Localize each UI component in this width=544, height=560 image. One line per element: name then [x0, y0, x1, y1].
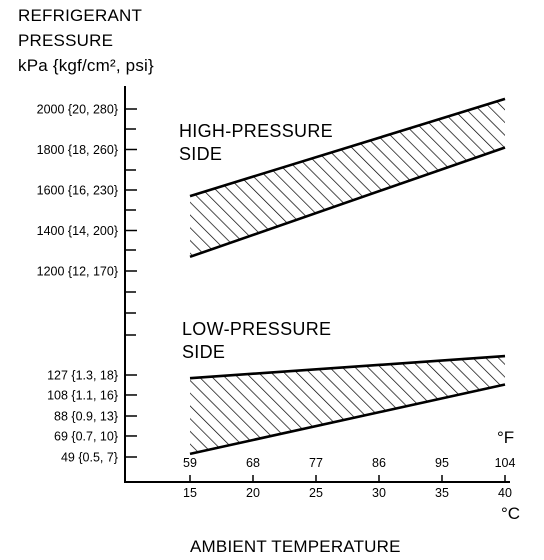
y-tick-label: 1800 {18, 260} — [37, 143, 118, 157]
x-tick-label-f: 104 — [495, 456, 516, 470]
x-tick-label-f: 86 — [372, 456, 386, 470]
high-band-upper-edge — [189, 97, 506, 198]
x-tick-label-f: 59 — [183, 456, 197, 470]
x-tick-label-c: 20 — [246, 486, 260, 500]
chart-title: REFRIGERANT PRESSURE kPa {kgf/cm², psi} — [18, 6, 154, 75]
y-tick-label: 108 {1.1, 16} — [47, 388, 118, 402]
low-pressure-band — [190, 356, 505, 454]
y-axis-ticks: 2000 {20, 280} 1800 {18, 260} 1600 {16, 23… — [37, 103, 137, 465]
celsius-unit-label: °C — [501, 504, 520, 523]
high-band-lower-edge — [189, 146, 506, 259]
title-line-2: PRESSURE — [18, 31, 113, 50]
y-tick-label: 49 {0.5, 7} — [61, 451, 118, 465]
low-band-label-line-1: LOW-PRESSURE — [182, 319, 331, 339]
x-tick-label-c: 25 — [309, 486, 323, 500]
low-band-upper-edge — [189, 354, 506, 380]
fahrenheit-unit-label: °F — [497, 428, 514, 447]
y-tick-label: 1400 {14, 200} — [37, 224, 118, 238]
high-pressure-band — [190, 98, 505, 257]
x-tick-label-c: 40 — [498, 486, 512, 500]
x-tick-label-c: 30 — [372, 486, 386, 500]
x-axis-title: AMBIENT TEMPERATURE — [190, 537, 401, 556]
x-tick-label-f: 95 — [435, 456, 449, 470]
band-labels: HIGH-PRESSURE SIDE LOW-PRESSURE SIDE — [179, 121, 333, 362]
high-band-label-line-2: SIDE — [179, 144, 222, 164]
x-tick-label-c: 35 — [435, 486, 449, 500]
x-tick-label-f: 68 — [246, 456, 260, 470]
pressure-bands — [189, 97, 506, 456]
y-tick-label: 88 {0.9, 13} — [54, 410, 118, 424]
y-tick-label: 127 {1.3, 18} — [47, 369, 118, 383]
high-band-label-line-1: HIGH-PRESSURE — [179, 121, 333, 141]
x-axis-ticks: 59 15 68 20 77 25 86 30 95 35 104 40 — [183, 456, 515, 500]
title-line-1: REFRIGERANT — [18, 6, 142, 25]
y-tick-label: 2000 {20, 280} — [37, 103, 118, 117]
x-tick-label-f: 77 — [309, 456, 323, 470]
low-band-label-line-2: SIDE — [182, 342, 225, 362]
title-line-3: kPa {kgf/cm², psi} — [18, 56, 154, 75]
low-band-lower-edge — [189, 383, 506, 456]
y-tick-label: 1600 {16, 230} — [37, 184, 118, 198]
y-tick-label: 1200 {12, 170} — [37, 265, 118, 279]
x-tick-label-c: 15 — [183, 486, 197, 500]
y-tick-label: 69 {0.7, 10} — [54, 429, 118, 443]
